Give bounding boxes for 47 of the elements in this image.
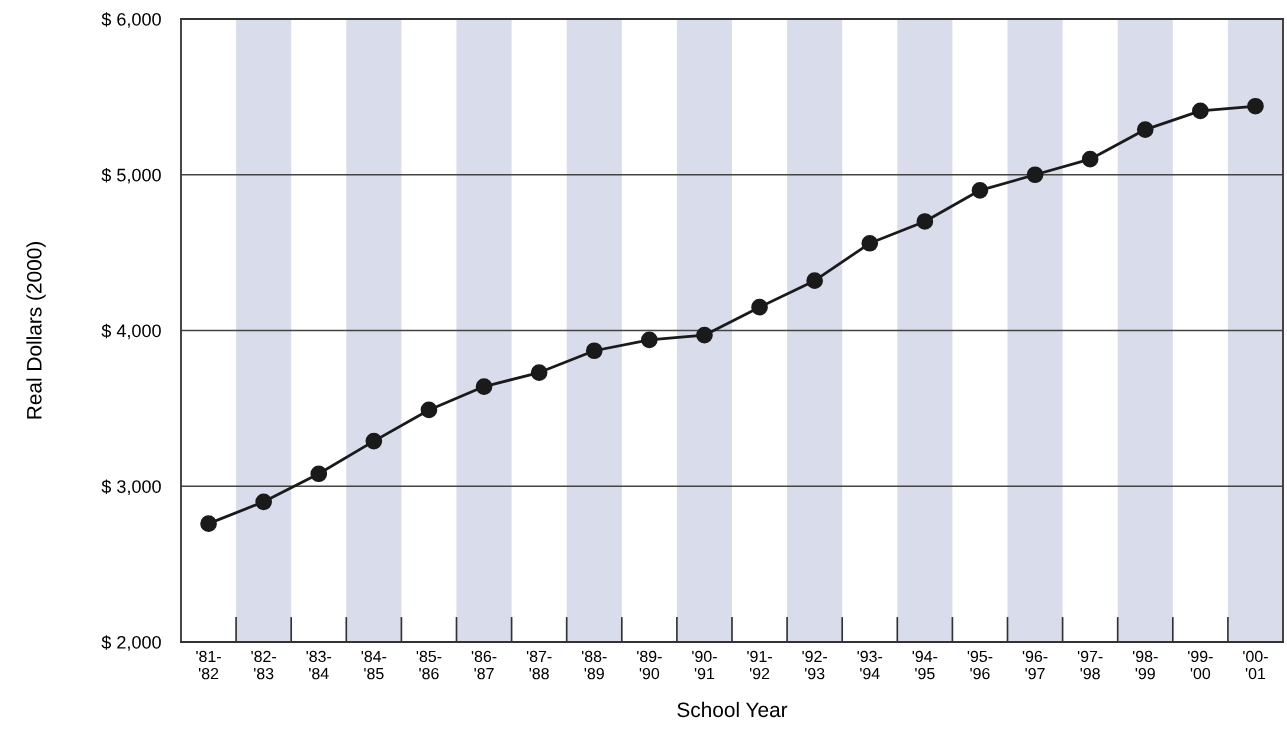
x-tick-label: '86- '87 <box>471 650 497 680</box>
point <box>530 364 548 381</box>
x-axis-title: School Year <box>677 701 788 718</box>
point <box>971 181 989 199</box>
x-tick-label: '00- '01 <box>1243 650 1268 680</box>
point <box>916 213 934 230</box>
x-tick-label: '99- '00 <box>1188 650 1213 680</box>
x-tick-label: '94- '95 <box>912 650 938 680</box>
point <box>751 298 768 316</box>
x-tick-label: '97- '98 <box>1077 650 1103 680</box>
point <box>696 326 713 344</box>
y-tick-label: $ 2,000 <box>101 635 161 651</box>
x-tick-label: '81- '82 <box>196 650 221 680</box>
x-tick-label: '89- '90 <box>637 650 662 680</box>
point <box>861 234 879 252</box>
x-tick-label: '93- '94 <box>857 650 883 680</box>
x-tick-label: '95- '96 <box>967 650 993 680</box>
x-tick-label: '82- '83 <box>251 650 277 680</box>
y-tick-label: $ 3,000 <box>101 479 161 496</box>
y-tick-label: $ 6,000 <box>101 12 161 28</box>
point <box>200 515 217 532</box>
point <box>420 401 438 419</box>
y-axis-title: Real Dollars (2000) <box>26 242 46 419</box>
point <box>310 465 328 483</box>
x-tick-label: '83- '84 <box>306 650 332 680</box>
point <box>641 331 658 349</box>
point <box>1026 166 1044 184</box>
point <box>806 272 823 289</box>
point <box>255 493 272 511</box>
x-tick-label: '98- '99 <box>1133 650 1158 680</box>
x-tick-label: '91- '92 <box>747 650 772 680</box>
x-tick-label: '90- '91 <box>692 650 717 680</box>
x-tick-label: '87- '88 <box>526 650 552 680</box>
y-tick-label: $ 5,000 <box>101 167 161 184</box>
point <box>1192 102 1209 120</box>
x-tick-label: '85- '86 <box>416 650 442 680</box>
x-tick-label: '92- '93 <box>802 650 828 680</box>
point <box>1247 97 1264 115</box>
point <box>1081 150 1099 168</box>
point <box>475 378 493 395</box>
x-tick-label: '96- '97 <box>1022 650 1048 680</box>
y-tick-label: $ 4,000 <box>101 323 161 340</box>
x-tick-label: '84- '85 <box>361 650 387 680</box>
x-tick-label: '88- '89 <box>582 650 607 680</box>
point <box>1136 121 1154 138</box>
point <box>585 342 603 360</box>
point <box>365 432 383 450</box>
